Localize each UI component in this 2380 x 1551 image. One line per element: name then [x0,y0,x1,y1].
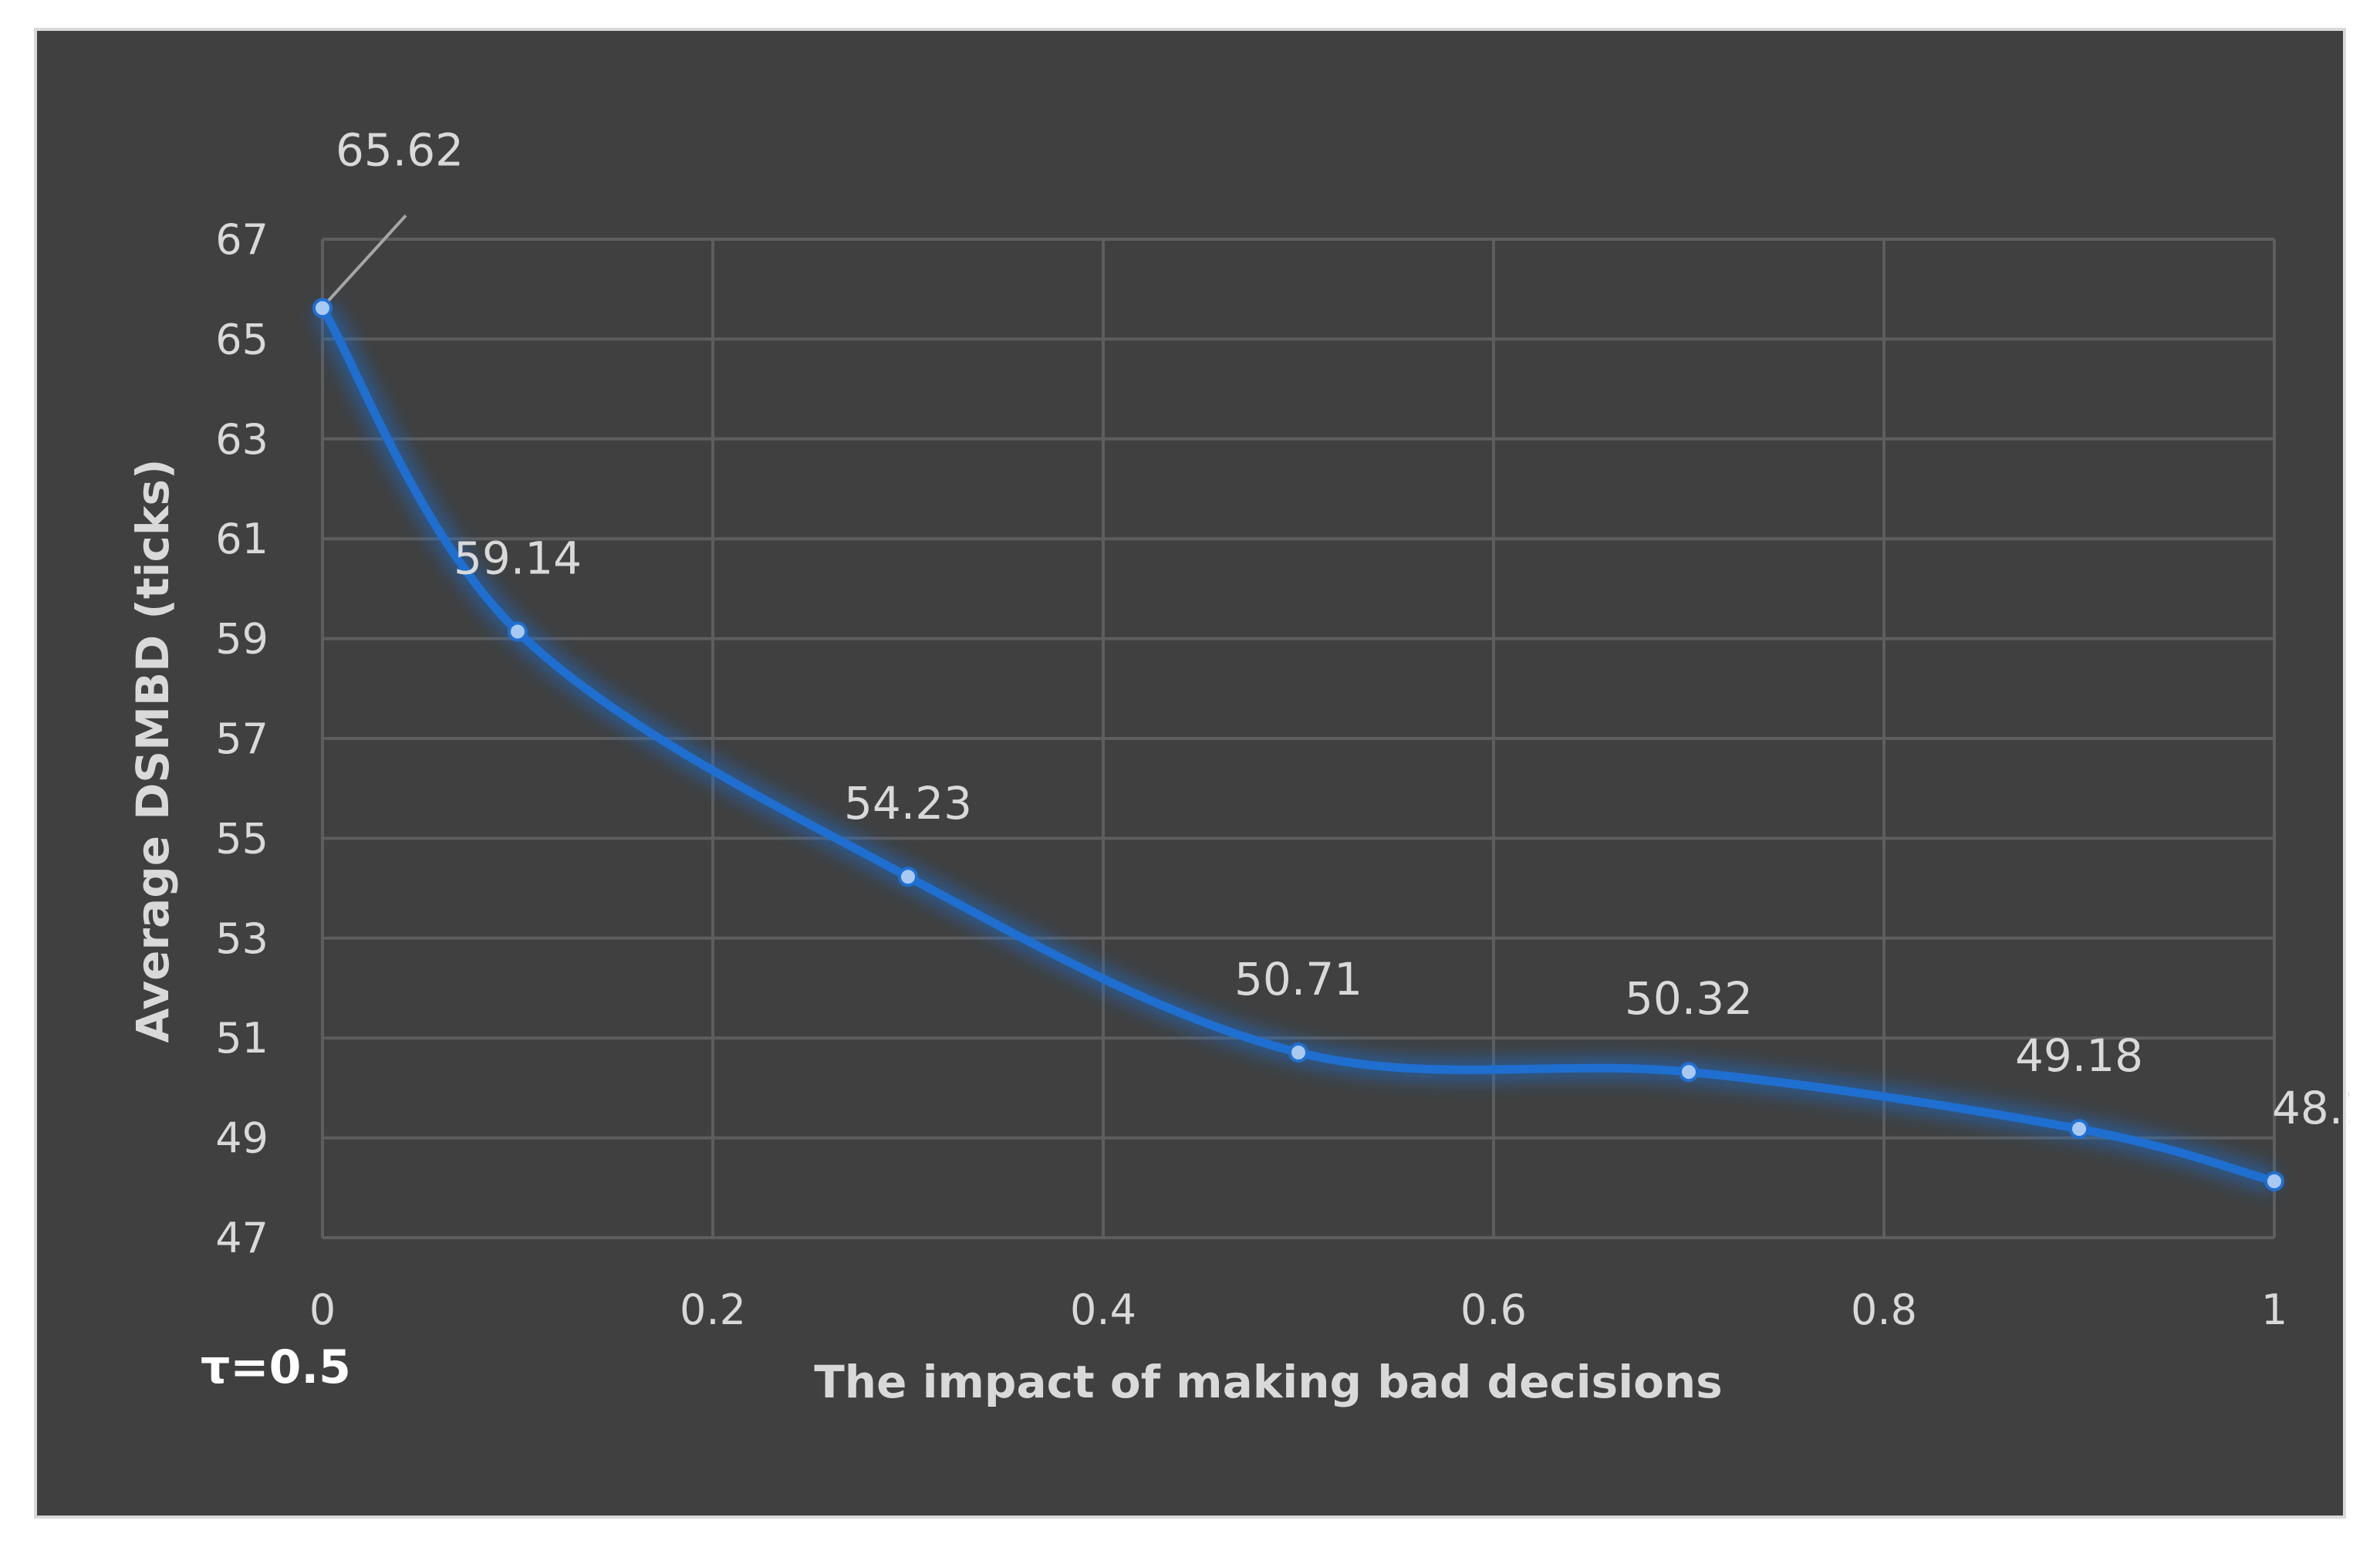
y-tick-label: 61 [215,515,268,563]
y-tick-label: 49 [215,1114,268,1163]
data-label: 48.13 [2272,1082,2349,1134]
y-tick-label: 67 [215,215,268,264]
y-tick-label: 53 [215,914,268,963]
y-tick-label: 51 [215,1014,268,1063]
data-point [2264,1171,2284,1191]
y-tick-label: 55 [215,814,268,863]
x-axis-title: The impact of making bad decisions [814,1356,1723,1408]
data-label: 50.71 [1234,953,1362,1005]
x-tick-label: 0.8 [1851,1286,1917,1334]
x-tick-label: 0.2 [680,1286,746,1334]
data-label: 54.23 [844,777,972,830]
data-label: 49.18 [2015,1029,2143,1082]
gridlines [321,238,2276,1239]
series-average-dsmbd [312,298,2284,1193]
data-label: 65.62 [336,123,464,176]
y-axis-title: Average DSMBD (ticks) [127,458,179,1042]
line-chart: 47 49 51 53 55 57 59 61 63 65 67 0 0.2 0.4 0.6 0.8 1 65.… [127,123,2349,1408]
x-tick-label: 1 [2261,1286,2287,1334]
axes: 47 49 51 53 55 57 59 61 63 65 67 0 0.2 0.4 0.6 0.8 1 [215,215,2287,1334]
y-tick-label: 57 [215,715,268,763]
data-labels: 65.62 59.14 54.23 50.71 50.32 49.18 48.13 [327,123,2349,1134]
data-point [898,867,918,887]
chart-frame: 47 49 51 53 55 57 59 61 63 65 67 0 0.2 0.4 0.6 0.8 1 65.… [34,28,2349,1519]
data-point [1288,1042,1308,1063]
x-tick-label: 0.4 [1070,1286,1136,1334]
data-point [1679,1062,1699,1083]
data-label: 59.14 [454,532,582,585]
label-leader-line [327,214,407,302]
x-tick-label: 0.6 [1460,1286,1527,1334]
data-point [508,621,528,642]
y-tick-label: 63 [215,415,268,464]
x-tick-label: 0 [309,1286,336,1334]
data-point [312,298,333,319]
y-tick-label: 65 [215,315,268,363]
y-tick-label: 47 [215,1214,268,1262]
y-tick-label: 59 [215,615,268,664]
tau-annotation: τ=0.5 [201,1340,351,1394]
data-point [2069,1118,2089,1139]
data-label: 50.32 [1625,972,1753,1025]
